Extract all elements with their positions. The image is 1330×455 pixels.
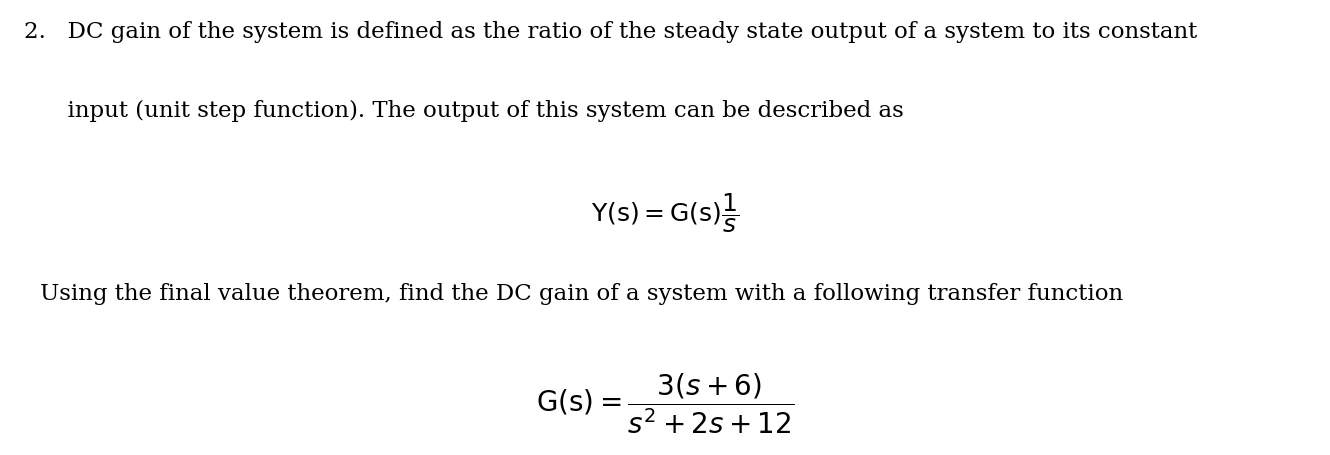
Text: $\mathrm{G(s)} = \dfrac{3(s+6)}{s^2 + 2s + 12}$: $\mathrm{G(s)} = \dfrac{3(s+6)}{s^2 + 2s… bbox=[536, 371, 794, 435]
Text: input (unit step function). The output of this system can be described as: input (unit step function). The output o… bbox=[24, 100, 903, 122]
Text: $\mathrm{Y(s) = G(s)}\dfrac{1}{s}$: $\mathrm{Y(s) = G(s)}\dfrac{1}{s}$ bbox=[591, 191, 739, 235]
Text: 2.   DC gain of the system is defined as the ratio of the steady state output of: 2. DC gain of the system is defined as t… bbox=[24, 20, 1197, 42]
Text: Using the final value theorem, find the DC gain of a system with a following tra: Using the final value theorem, find the … bbox=[40, 282, 1123, 304]
